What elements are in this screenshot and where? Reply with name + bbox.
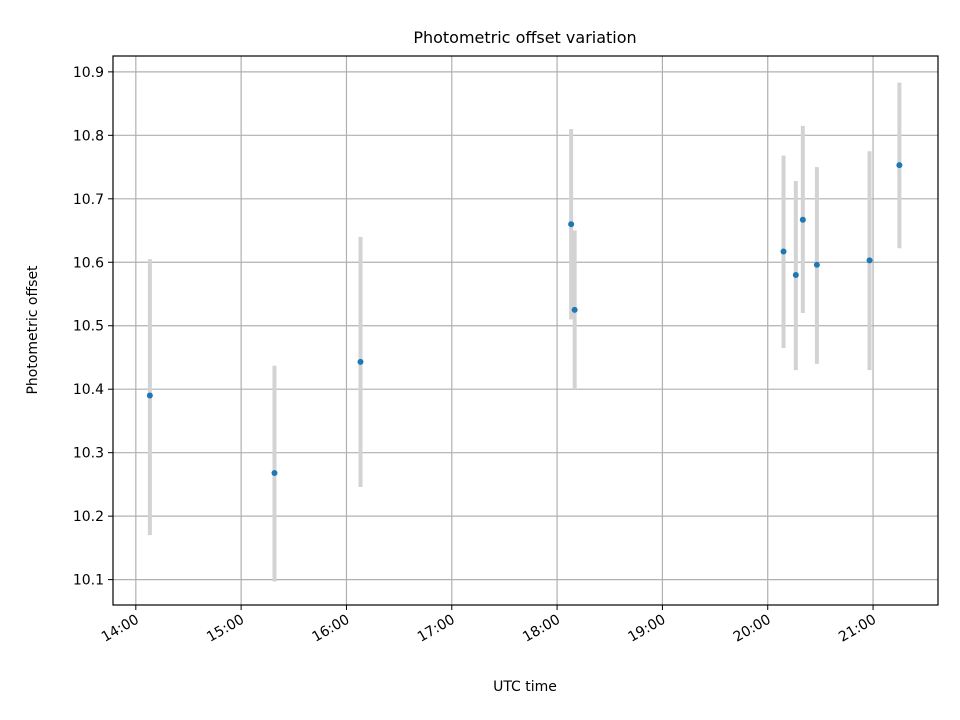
x-axis-label: UTC time bbox=[493, 679, 557, 695]
y-tick-label: 10.5 bbox=[73, 319, 104, 335]
y-tick-label: 10.7 bbox=[73, 192, 104, 208]
data-point bbox=[357, 358, 364, 365]
y-axis-label: Photometric offset bbox=[25, 265, 41, 395]
y-tick-label: 10.8 bbox=[73, 128, 104, 144]
y-tick-label: 10.2 bbox=[73, 509, 104, 525]
y-tick-label: 10.9 bbox=[73, 65, 104, 81]
data-point bbox=[896, 162, 903, 169]
plot-frame bbox=[112, 55, 939, 606]
marker-layer bbox=[146, 162, 903, 476]
data-point bbox=[792, 271, 799, 278]
chart-title: Photometric offset variation bbox=[413, 28, 636, 47]
data-point bbox=[146, 392, 153, 399]
data-point bbox=[780, 248, 787, 255]
data-point bbox=[799, 216, 806, 223]
data-point bbox=[866, 257, 873, 264]
data-point bbox=[568, 221, 575, 228]
data-point bbox=[571, 306, 578, 313]
data-point bbox=[271, 469, 278, 476]
y-tick-label: 10.6 bbox=[73, 255, 104, 271]
y-tick-label: 10.4 bbox=[73, 382, 104, 398]
y-tick-label: 10.3 bbox=[73, 446, 104, 462]
data-point bbox=[813, 261, 820, 268]
grid-layer bbox=[113, 56, 938, 605]
y-tick-label: 10.1 bbox=[73, 573, 104, 589]
